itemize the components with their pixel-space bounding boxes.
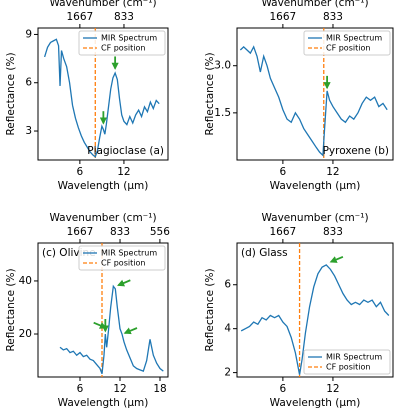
spectrum-line (240, 264, 390, 375)
x2-tick-label: 1667 (270, 226, 297, 238)
x2-tick-label: 833 (323, 226, 343, 238)
x-tick-label: 6 (280, 166, 287, 178)
x2-tick-label: 833 (114, 11, 134, 23)
spectrum-line (43, 38, 160, 158)
x-tick-label: 6 (77, 166, 84, 178)
panel: 6 12 1667 833 3 6 9 Wavelength (µm) Wavenumber (… (5, 0, 169, 192)
y-tick-label: 1.5 (214, 107, 231, 119)
x-tick-label: 12 (117, 166, 130, 178)
x2-tick-label: 1667 (66, 11, 93, 23)
legend-box (303, 349, 391, 375)
panel-label: Plagioclase (a) (87, 145, 164, 157)
x-axis-title: Wavelength (µm) (270, 180, 361, 192)
legend-label: CF position (101, 259, 145, 268)
y-tick-label: 6 (224, 279, 231, 291)
y-tick-label: 3.0 (214, 60, 231, 72)
arrow (123, 327, 138, 335)
x2-tick-label: 833 (110, 226, 130, 238)
x2-tick-label: 833 (323, 11, 343, 23)
plot-frame (37, 242, 169, 378)
x2-axis-title: Wavenumber (cm⁻¹) (261, 0, 368, 9)
y-tick-label: 9 (25, 28, 32, 40)
arrow (329, 255, 344, 263)
x-tick-label: 12 (326, 166, 339, 178)
plot-frame (236, 27, 394, 161)
x2-axis-title: Wavenumber (cm⁻¹) (49, 212, 156, 224)
legend-box (303, 30, 391, 56)
x2-tick-label: 1667 (270, 11, 297, 23)
panel: 6 12 1667 833 1.5 3.0 Wavelength (µm) Wavenumbe… (204, 0, 394, 192)
y-axis-title: Reflectance (%) (5, 268, 17, 351)
legend-label: CF position (326, 44, 370, 53)
x2-axis-title: Wavenumber (cm⁻¹) (261, 212, 368, 224)
panel: 6 12 1667 833 2 4 6 Wavelength (µm) Wavenumber (… (204, 212, 394, 409)
plot-frame (37, 27, 169, 161)
x-axis-title: Wavelength (µm) (270, 397, 361, 409)
legend-label: MIR Spectrum (326, 34, 382, 43)
panel-label: Pyroxene (b) (323, 145, 389, 157)
x2-tick-label: 556 (150, 226, 170, 238)
x-tick-label: 12 (113, 383, 126, 395)
legend-box (78, 245, 166, 271)
legend-label: CF position (326, 363, 370, 372)
y-tick-label: 20 (19, 328, 32, 340)
spectrum-line (59, 284, 164, 375)
y-axis-title: Reflectance (%) (204, 52, 216, 135)
plot-frame (236, 242, 394, 378)
legend-label: CF position (101, 44, 145, 53)
y-tick-label: 3 (25, 125, 32, 137)
x-axis-title: Wavelength (µm) (58, 180, 149, 192)
spectrum-line (239, 45, 388, 157)
arrow (117, 279, 131, 287)
y-tick-label: 4 (224, 323, 231, 335)
panel-label: (d) Glass (241, 247, 288, 259)
legend-label: MIR Spectrum (101, 249, 157, 258)
x2-tick-label: 1667 (67, 226, 94, 238)
x-tick-label: 6 (77, 383, 84, 395)
y-tick-label: 2 (224, 367, 231, 379)
x-tick-label: 12 (326, 383, 339, 395)
x-tick-label: 6 (280, 383, 287, 395)
legend-box (78, 30, 166, 56)
legend-label: MIR Spectrum (101, 34, 157, 43)
x-axis-title: Wavelength (µm) (58, 397, 149, 409)
y-tick-label: 40 (19, 275, 32, 287)
panel: 6 12 18 1667 833 556 20 40 Wavelength (µm) Wavenu… (5, 212, 170, 409)
y-axis-title: Reflectance (%) (204, 268, 216, 351)
arrow (93, 321, 107, 329)
x-tick-label: 18 (153, 383, 166, 395)
x2-axis-title: Wavenumber (cm⁻¹) (49, 0, 156, 9)
legend-label: MIR Spectrum (326, 353, 382, 362)
y-axis-title: Reflectance (%) (5, 52, 17, 135)
y-tick-label: 6 (25, 77, 32, 89)
